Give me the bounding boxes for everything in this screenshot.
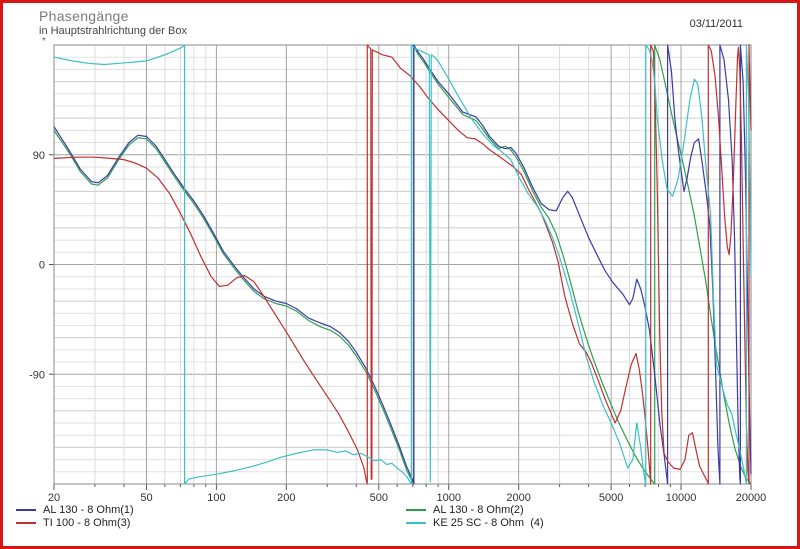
svg-text:20: 20	[48, 492, 60, 504]
svg-text:10000: 10000	[666, 492, 697, 504]
legend-item: AL 130 - 8 Ohm(2)	[406, 504, 524, 516]
legend-item: AL 130 - 8 Ohm(1)	[16, 504, 134, 516]
legend-line-swatch	[406, 509, 426, 511]
phase-plot-area: 20 50 100 200 500 1000 2000 5000 10000 20000 90 0 -9…	[29, 44, 767, 504]
svg-text:200: 200	[277, 492, 295, 504]
svg-text:1000: 1000	[436, 492, 460, 504]
svg-text:5000: 5000	[599, 492, 623, 504]
legend-label: AL 130 - 8 Ohm(2)	[433, 504, 524, 516]
chart-date: 03/11/2011	[689, 18, 743, 30]
svg-text:2000: 2000	[506, 492, 530, 504]
svg-text:20000: 20000	[736, 492, 767, 504]
legend-item: TI 100 - 8 Ohm(3)	[16, 517, 130, 529]
chart-subtitle: in Hauptstrahlrichtung der Box	[39, 25, 187, 37]
legend-item: KE 25 SC - 8 Ohm (4)	[406, 517, 544, 529]
legend-line-swatch	[16, 509, 36, 511]
svg-text:500: 500	[370, 492, 388, 504]
svg-text:90: 90	[33, 150, 45, 162]
svg-text:-90: -90	[29, 369, 45, 381]
legend-label: TI 100 - 8 Ohm(3)	[43, 517, 131, 529]
chart-title: Phasengänge	[39, 8, 129, 24]
legend-line-swatch	[406, 522, 426, 524]
legend-label: KE 25 SC - 8 Ohm (4)	[433, 517, 544, 529]
asterisk-marker: *	[42, 36, 46, 47]
legend-label: AL 130 - 8 Ohm(1)	[43, 504, 134, 516]
svg-text:0: 0	[39, 260, 45, 272]
legend-line-swatch	[16, 522, 36, 524]
svg-text:100: 100	[207, 492, 225, 504]
svg-text:50: 50	[140, 492, 152, 504]
